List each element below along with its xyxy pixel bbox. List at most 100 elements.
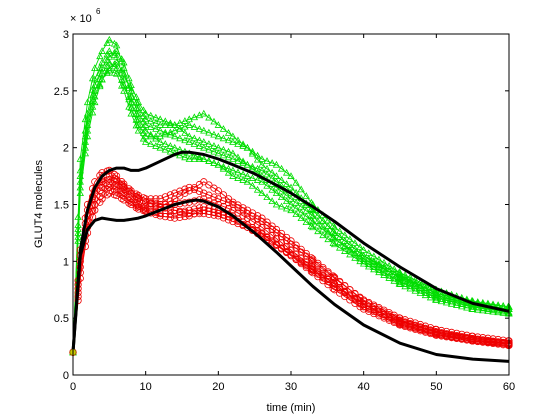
green-triangle-marker — [185, 155, 193, 162]
green-triangle-marker — [248, 149, 257, 157]
green-triangle-marker — [229, 155, 237, 162]
red-circle-marker — [156, 195, 164, 203]
green-triangle-marker — [401, 282, 409, 290]
green-triangle-marker — [406, 276, 414, 283]
green-triangle-marker — [190, 134, 199, 142]
green-triangle-marker — [195, 136, 204, 144]
red-circle-marker — [125, 199, 133, 207]
green-triangle-marker — [282, 180, 291, 187]
red-circle-marker — [253, 212, 262, 220]
green-triangle-marker — [176, 125, 184, 132]
green-triangle-marker — [74, 233, 82, 240]
green-triangle-marker — [234, 153, 242, 161]
green-triangle-marker — [110, 48, 119, 56]
green-triangle-marker — [416, 289, 425, 296]
green-triangle-marker — [132, 121, 140, 129]
green-triangle-marker — [224, 168, 233, 176]
red-circle-marker — [219, 214, 228, 222]
y-tick-label: 3 — [63, 29, 69, 41]
green-triangle-marker — [239, 140, 247, 148]
green-triangle-marker — [229, 149, 237, 157]
red-circle-marker — [200, 206, 208, 214]
x-tick-label: 10 — [140, 381, 152, 393]
red-circle-marker — [219, 191, 228, 199]
green-triangle-marker — [91, 92, 99, 100]
red-circle-marker — [346, 291, 354, 299]
red-circle-marker — [489, 339, 497, 348]
green-triangle-marker — [205, 140, 213, 147]
green-triangle-marker — [181, 136, 189, 144]
red-circle-marker — [176, 213, 184, 221]
green-triangle-marker — [484, 305, 492, 313]
green-triangle-marker — [96, 82, 104, 90]
green-triangle-marker — [277, 187, 286, 195]
green-triangle-marker — [156, 115, 164, 123]
green-triangle-marker — [356, 257, 364, 265]
green-triangle-marker — [314, 227, 322, 235]
green-triangle-marker — [139, 123, 148, 131]
green-triangle-marker — [76, 155, 84, 162]
green-triangle-marker — [185, 115, 193, 123]
green-triangle-marker — [161, 130, 169, 138]
red-circle-marker — [442, 332, 451, 340]
green-triangle-marker — [161, 128, 169, 136]
red-circle-marker — [356, 303, 364, 311]
red-circle-marker — [406, 322, 414, 330]
green-triangle-marker — [302, 218, 310, 226]
x-axis-label: time (min) — [267, 402, 316, 414]
green-triangle-marker — [253, 185, 262, 193]
green-triangle-marker — [98, 64, 106, 71]
green-triangle-marker — [195, 142, 204, 149]
green-triangle-marker — [229, 138, 237, 145]
green-triangle-marker — [341, 247, 349, 254]
green-triangle-marker — [161, 145, 169, 153]
red-circle-marker — [132, 192, 140, 200]
red-circle-marker — [89, 213, 97, 221]
green-triangle-marker — [224, 129, 233, 136]
green-triangle-marker — [416, 282, 425, 290]
green-triangle-marker — [287, 206, 295, 214]
red-circle-marker — [411, 323, 419, 332]
green-triangle-marker — [134, 98, 143, 106]
red-circle-marker — [200, 189, 208, 197]
green-triangle-marker — [214, 149, 223, 157]
green-triangle-marker — [401, 273, 409, 281]
red-circle-marker — [161, 213, 169, 221]
green-triangle-marker — [190, 113, 199, 121]
red-circle-marker — [190, 210, 198, 218]
red-circle-marker — [292, 241, 300, 249]
red-circle-marker — [127, 187, 135, 195]
green-triangle-marker — [83, 126, 92, 134]
red-circle-marker — [319, 272, 327, 280]
green-triangle-marker — [147, 117, 155, 125]
green-triangle-marker — [190, 151, 199, 159]
green-triangle-marker — [125, 102, 133, 110]
red-circle-marker — [302, 250, 310, 258]
green-triangle-marker — [185, 132, 193, 140]
green-triangle-marker — [152, 125, 160, 132]
green-triangle-marker — [277, 202, 286, 210]
green-triangle-marker — [324, 235, 332, 243]
green-triangle-marker — [390, 270, 398, 278]
green-triangle-marker — [210, 130, 218, 138]
green-triangle-marker — [302, 192, 310, 199]
red-circle-marker — [351, 290, 359, 298]
red-circle-marker — [272, 240, 281, 248]
green-triangle-marker — [83, 98, 92, 106]
red-circle-marker — [309, 255, 317, 263]
red-circle-marker — [314, 269, 322, 277]
green-triangle-marker — [253, 151, 262, 159]
green-triangle-marker — [234, 174, 242, 181]
red-circle-marker — [453, 334, 461, 342]
green-triangle-marker — [156, 143, 164, 151]
red-circle-marker — [314, 261, 322, 269]
green-triangle-marker — [152, 142, 160, 149]
red-circle-marker — [494, 340, 502, 348]
green-triangle-marker — [365, 262, 373, 270]
green-triangle-marker — [190, 123, 199, 130]
green-triangle-marker — [494, 308, 502, 316]
green-triangle-marker — [139, 106, 148, 114]
green-triangle-marker — [210, 147, 218, 155]
green-triangle-marker — [453, 301, 461, 308]
green-triangle-marker — [395, 279, 403, 287]
